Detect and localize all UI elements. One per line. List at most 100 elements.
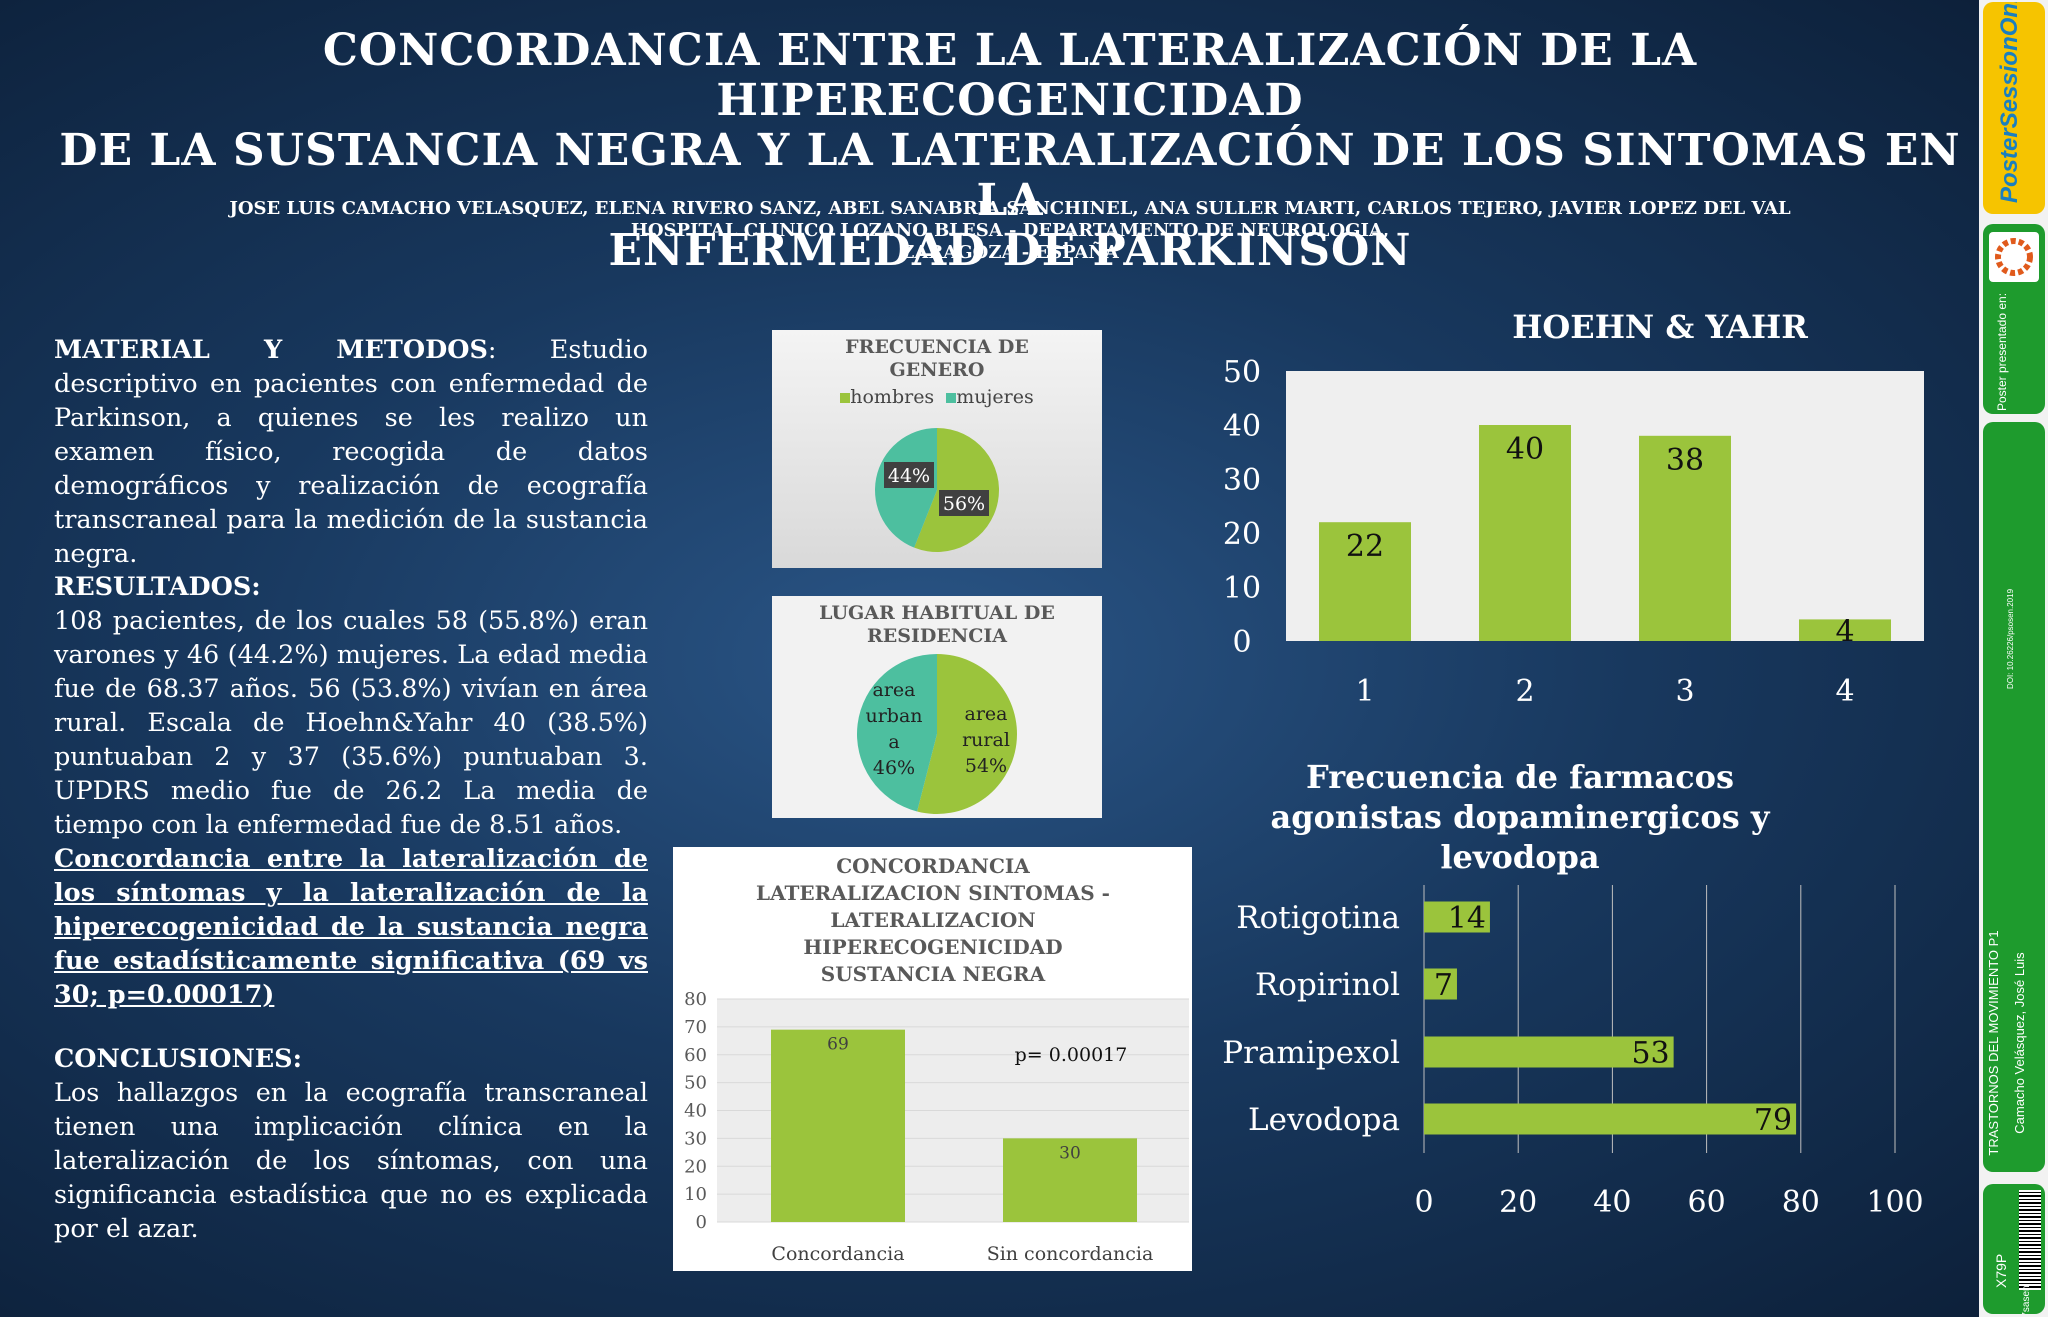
data-label: 79 bbox=[1754, 1103, 1792, 1138]
congress-logo bbox=[1989, 232, 2039, 282]
y-tick-label: 30 bbox=[684, 1128, 707, 1149]
data-label: 40 bbox=[1506, 432, 1544, 467]
y-tick-label: 10 bbox=[684, 1184, 707, 1205]
hoehn-yahr-title: HOEHN & YAHR bbox=[1512, 308, 1808, 346]
x-tick-label: 100 bbox=[1866, 1185, 1923, 1220]
hoehn-yahr-chart: HOEHN & YAHR 0 10 20 30 40 50 22 1 40 2 38 3 4 4 bbox=[1180, 300, 1960, 720]
y-tick-label: 50 bbox=[1223, 355, 1261, 390]
drug-frequency-chart: Frecuencia de farmacos agonistas dopamin… bbox=[1200, 755, 1960, 1225]
gender-legend: hombres mujeres bbox=[772, 386, 1102, 408]
bar-stage-4 bbox=[1799, 619, 1891, 641]
category-label: Pramipexol bbox=[1222, 1035, 1400, 1071]
results-heading: RESULTADOS: bbox=[54, 572, 261, 602]
pie-label-mujeres: 44% bbox=[888, 465, 930, 487]
p-value-annotation: p= 0.00017 bbox=[1015, 1044, 1128, 1066]
legend-swatch-mujeres bbox=[946, 393, 957, 403]
drug-horizontal-bar-chart: 14 Rotigotina 7 Ropirinol 53 Pramipexol 79 Levo… bbox=[1222, 885, 1924, 1220]
y-tick-label: 60 bbox=[684, 1045, 707, 1066]
barcode bbox=[2019, 1190, 2041, 1290]
pie-label-rural-3: 54% bbox=[965, 755, 1007, 777]
y-tick-label: 40 bbox=[684, 1101, 707, 1122]
pie-slice-rural bbox=[917, 654, 1017, 814]
conclusions-heading: CONCLUSIONES: bbox=[54, 1044, 303, 1074]
gender-chart-title: FRECUENCIA DE GENERO bbox=[845, 336, 1029, 381]
pie-label-urbana-1: area bbox=[873, 679, 916, 701]
bar-levodopa bbox=[1424, 1103, 1797, 1135]
doi-text: DOI: 10.26226/psosen.2019 bbox=[2006, 588, 2015, 690]
presented-panel: Poster presentado en: bbox=[1983, 224, 2045, 414]
pie-label-urbana-2: urban bbox=[865, 705, 922, 727]
location: ZARAGOZA - ESPAÑA bbox=[901, 242, 1119, 263]
category-label: Concordancia bbox=[771, 1243, 904, 1265]
authors-block: JOSE LUIS CAMACHO VELASQUEZ, ELENA RIVER… bbox=[40, 198, 1980, 264]
y-tick-label: 20 bbox=[684, 1156, 707, 1177]
pie-label-urbana-4: 46% bbox=[873, 757, 915, 779]
gender-pie: 44% 56% bbox=[875, 428, 999, 552]
category-label: 1 bbox=[1355, 674, 1374, 709]
category-label: 2 bbox=[1515, 674, 1534, 709]
data-label: 30 bbox=[1059, 1143, 1081, 1163]
y-tick-label: 20 bbox=[1223, 517, 1261, 552]
data-label: 69 bbox=[827, 1035, 849, 1055]
concordance-chart-panel: CONCORDANCIA LATERALIZACION SINTOMAS - L… bbox=[673, 847, 1192, 1271]
residence-chart-title: LUGAR HABITUAL DE RESIDENCIA bbox=[819, 602, 1055, 647]
pie-label-urbana-3: a bbox=[888, 731, 899, 753]
drug-chart-title: Frecuencia de farmacos agonistas dopamin… bbox=[1270, 758, 1770, 876]
methods-heading: MATERIAL Y METODOS bbox=[54, 335, 488, 365]
pie-label-rural-2: rural bbox=[962, 729, 1010, 751]
pie-label-bg-hombres bbox=[939, 490, 989, 516]
legend-mujeres: mujeres bbox=[956, 386, 1034, 408]
category-label: 3 bbox=[1675, 674, 1694, 709]
data-label: 22 bbox=[1346, 529, 1384, 564]
x-tick-label: 0 bbox=[1414, 1185, 1433, 1220]
results-text: 108 pacientes, de los cuales 58 (55.8%) … bbox=[54, 606, 648, 840]
presented-label: Poster presentado en: bbox=[1995, 292, 2009, 412]
residence-chart-panel: LUGAR HABITUAL DE RESIDENCIA area rural … bbox=[772, 596, 1102, 818]
pie-slice-urbana bbox=[857, 654, 937, 812]
gender-chart-panel: FRECUENCIA DE GENERO hombres mujeres 44%… bbox=[772, 330, 1102, 568]
y-tick-label: 0 bbox=[1232, 625, 1251, 660]
y-tick-label: 40 bbox=[1223, 409, 1261, 444]
x-tick-label: 40 bbox=[1593, 1185, 1631, 1220]
methods-text: : Estudio descriptivo en pacientes con e… bbox=[54, 335, 648, 569]
session-panel: DOI: 10.26226/psosen.2019 TRASTORNOS DEL… bbox=[1983, 422, 2045, 1172]
pie-label-rural-1: area bbox=[965, 703, 1008, 725]
code-panel: X79P 6/7sasen bbox=[1983, 1184, 2045, 1314]
y-tick-label: 70 bbox=[684, 1017, 707, 1038]
affiliation: HOSPITAL CLINICO LOZANO BLESA - DEPARTAM… bbox=[630, 220, 1390, 241]
bar-rotigotina bbox=[1424, 901, 1490, 933]
brand-badge[interactable]: PosterSessionOnline bbox=[1983, 2, 2045, 214]
residence-pie: area rural 54% area urban a 46% bbox=[857, 654, 1017, 814]
data-label: 7 bbox=[1434, 968, 1453, 1003]
bar-concordancia bbox=[771, 1029, 905, 1222]
category-label: Levodopa bbox=[1248, 1102, 1400, 1138]
results-highlight: Concordancia entre la lateralización de … bbox=[54, 844, 648, 1010]
y-tick-label: 30 bbox=[1223, 463, 1261, 498]
category-label: Rotigotina bbox=[1236, 900, 1400, 936]
congress-logo-icon bbox=[1995, 238, 2033, 276]
concordance-bar-chart: 0 10 20 30 40 50 60 70 80 69 Concordancia 30 Sin co… bbox=[684, 989, 1189, 1265]
session-name: TRASTORNOS DEL MOVIMIENTO P1 bbox=[1986, 930, 2001, 1156]
category-label: 4 bbox=[1835, 674, 1854, 709]
authors: JOSE LUIS CAMACHO VELASQUEZ, ELENA RIVER… bbox=[229, 198, 1791, 219]
sidebar: PosterSessionOnline Poster presentado en… bbox=[1979, 0, 2048, 1317]
bar-stage-1 bbox=[1319, 522, 1411, 641]
author-name: Camacho Velásquez, José Luis bbox=[2012, 952, 2027, 1134]
data-label: 4 bbox=[1835, 614, 1854, 649]
methods-section: MATERIAL Y METODOS: Estudio descriptivo … bbox=[54, 333, 648, 571]
category-label: Sin concordancia bbox=[987, 1243, 1154, 1265]
conclusions-section: CONCLUSIONES: Los hallazgos en la ecogra… bbox=[54, 1042, 648, 1246]
hoehn-yahr-bar-chart: 0 10 20 30 40 50 22 1 40 2 38 3 4 4 bbox=[1223, 355, 1924, 709]
category-label: Ropirinol bbox=[1255, 967, 1400, 1003]
pie-label-hombres: 56% bbox=[943, 493, 985, 515]
bar-pramipexol bbox=[1424, 1036, 1674, 1068]
legend-swatch-hombres bbox=[840, 393, 851, 403]
y-tick-label: 50 bbox=[684, 1073, 707, 1094]
data-label: 53 bbox=[1631, 1036, 1669, 1071]
data-label: 38 bbox=[1666, 443, 1704, 478]
bar-stage-3 bbox=[1639, 435, 1731, 641]
pie-label-bg-mujeres bbox=[884, 462, 934, 488]
concordance-chart-title: CONCORDANCIA LATERALIZACION SINTOMAS - L… bbox=[756, 854, 1110, 986]
conclusions-text: Los hallazgos en la ecografía transcrane… bbox=[54, 1078, 648, 1244]
poster-code: X79P bbox=[1993, 1253, 2009, 1288]
